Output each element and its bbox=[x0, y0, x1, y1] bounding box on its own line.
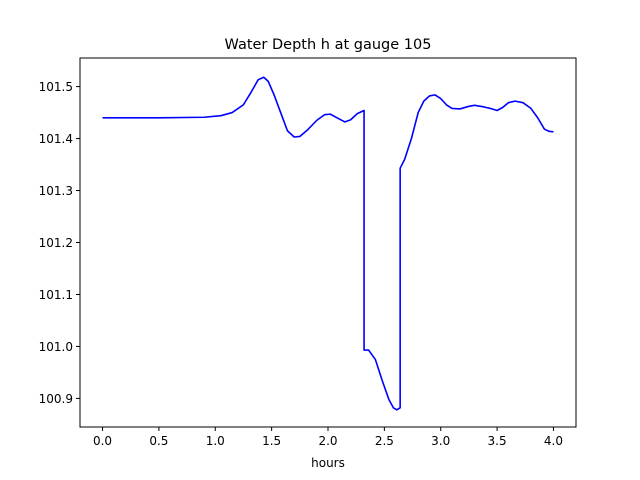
y-tick-label: 100.9 bbox=[39, 392, 73, 406]
plot-frame bbox=[79, 57, 577, 428]
y-tick-label: 101.2 bbox=[39, 236, 73, 250]
x-axis: 0.0 0.5 1.0 1.5 2.0 2.5 3.0 3.5 4.0 bbox=[93, 427, 563, 448]
y-tick-label: 101.0 bbox=[39, 340, 73, 354]
y-axis: 100.9 101.0 101.1 101.2 101.3 101.4 101.5 bbox=[39, 80, 80, 406]
x-tick-label: 3.5 bbox=[488, 434, 507, 448]
x-tick-label: 1.5 bbox=[262, 434, 281, 448]
chart-title: Water Depth h at gauge 105 bbox=[225, 37, 432, 53]
y-tick-label: 101.1 bbox=[39, 288, 73, 302]
plot-area bbox=[102, 76, 554, 411]
x-tick-label: 0.5 bbox=[149, 434, 168, 448]
y-tick-label: 101.3 bbox=[39, 184, 73, 198]
x-tick-label: 4.0 bbox=[544, 434, 563, 448]
y-tick-label: 101.4 bbox=[39, 132, 73, 146]
x-tick-label: 1.0 bbox=[206, 434, 225, 448]
y-tick-label: 101.5 bbox=[39, 80, 73, 94]
x-tick-label: 0.0 bbox=[93, 434, 112, 448]
x-tick-label: 2.0 bbox=[318, 434, 337, 448]
x-axis-label: hours bbox=[311, 456, 345, 470]
series-line-0 bbox=[102, 76, 554, 411]
x-tick-label: 2.5 bbox=[375, 434, 394, 448]
x-tick-label: 3.0 bbox=[431, 434, 450, 448]
